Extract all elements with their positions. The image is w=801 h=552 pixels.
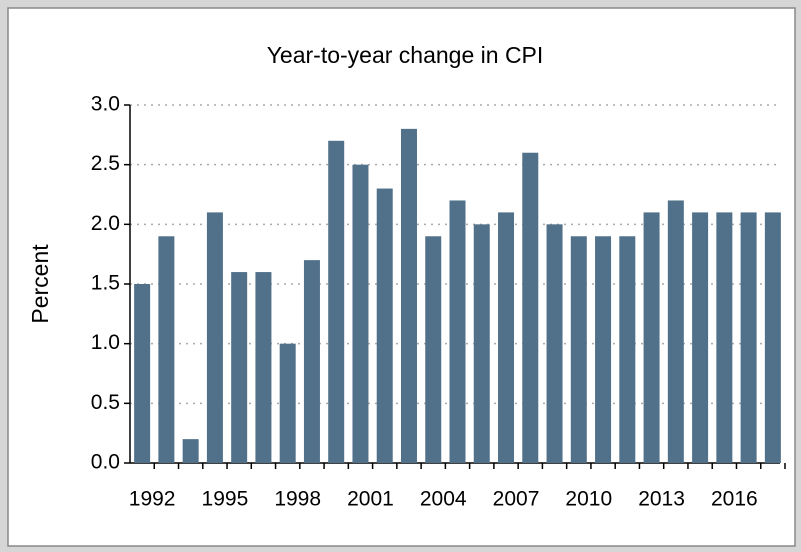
bar — [134, 284, 151, 463]
x-tick-label: 1998 — [274, 488, 321, 511]
bar — [619, 236, 636, 463]
y-tick-label: 1.0 — [91, 331, 120, 354]
bar — [764, 212, 781, 463]
x-tick-label: 2016 — [711, 488, 758, 511]
bar — [303, 260, 320, 463]
y-tick-label: 0.0 — [91, 451, 120, 474]
x-tick-label: 2004 — [420, 488, 467, 511]
x-tick-label: 2001 — [347, 488, 394, 511]
x-tick-label: 1992 — [129, 488, 176, 511]
x-tick-label: 2013 — [638, 488, 685, 511]
bar — [522, 152, 539, 463]
bar — [473, 224, 490, 463]
x-tick-label: 2010 — [565, 488, 612, 511]
bar — [449, 200, 466, 463]
bar — [643, 212, 660, 463]
x-tick-label: 1995 — [202, 488, 249, 511]
bar — [206, 212, 223, 463]
bar — [182, 439, 199, 463]
bar — [376, 188, 393, 464]
y-axis-label: Percent — [27, 244, 53, 324]
bar — [400, 128, 417, 463]
y-tick-label: 2.0 — [91, 212, 120, 235]
bar — [279, 343, 296, 463]
bar — [570, 236, 587, 463]
bar — [716, 212, 733, 463]
bar — [352, 164, 369, 463]
bar — [546, 224, 563, 463]
bar — [740, 212, 757, 463]
bar — [667, 200, 684, 463]
y-tick-label: 0.5 — [91, 391, 120, 414]
x-tick-label: 2007 — [493, 488, 540, 511]
bar — [498, 212, 515, 463]
bar — [692, 212, 709, 463]
bar — [255, 272, 272, 463]
bar — [231, 272, 248, 463]
y-tick-label: 3.0 — [91, 93, 120, 116]
bar — [328, 140, 345, 464]
bar — [425, 236, 442, 463]
chart-title: Year-to-year change in CPI — [267, 42, 544, 68]
y-tick-label: 1.5 — [91, 272, 120, 295]
bar — [595, 236, 612, 463]
bar — [158, 236, 175, 463]
y-tick-label: 2.5 — [91, 152, 120, 175]
